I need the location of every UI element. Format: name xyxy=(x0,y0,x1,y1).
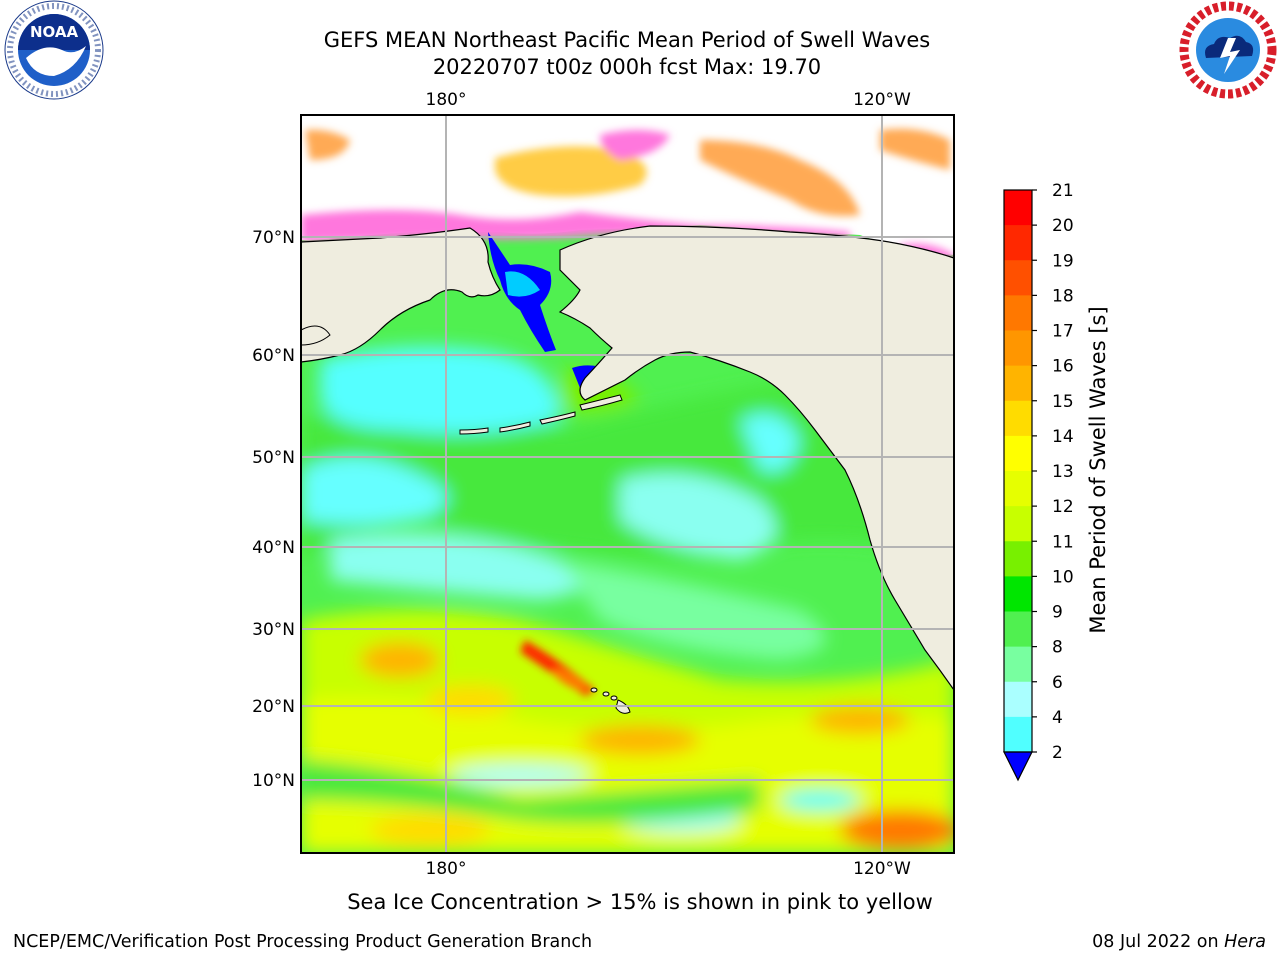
colorbar-tick-label: 11 xyxy=(1052,532,1074,552)
colorbar-tick-label: 8 xyxy=(1052,638,1063,658)
lon-label-bottom-120w: 120°W xyxy=(853,859,911,879)
colorbar-tick-label: 15 xyxy=(1052,392,1074,412)
map-frame xyxy=(300,114,955,854)
chart-subtitle: 20220707 t00z 000h fcst Max: 19.70 xyxy=(432,55,822,79)
noaa-logo: NOAA xyxy=(4,0,104,100)
noaa-wordmark: NOAA xyxy=(30,23,79,41)
chart-title: GEFS MEAN Northeast Pacific Mean Period … xyxy=(323,28,931,52)
colorbar-tick-label: 16 xyxy=(1052,357,1074,377)
sea-ice-note: Sea Ice Concentration > 15% is shown in … xyxy=(347,890,933,914)
footer-credit: NCEP/EMC/Verification Post Processing Pr… xyxy=(13,932,593,952)
colorbar-tick-label: 19 xyxy=(1052,251,1074,271)
map-field xyxy=(301,115,954,853)
colorbar-band xyxy=(1004,260,1032,296)
graticule xyxy=(301,115,954,853)
lat-label-40n: 40°N xyxy=(252,538,295,558)
colorbar-band xyxy=(1004,681,1032,718)
nws-logo xyxy=(1179,1,1277,99)
colorbar-tick-label: 18 xyxy=(1052,286,1074,306)
colorbar-band xyxy=(1004,330,1032,367)
lat-label-50n: 50°N xyxy=(252,448,295,468)
colorbar-tick-label: 17 xyxy=(1052,322,1074,342)
colorbar-band xyxy=(1004,471,1032,507)
lon-label-top-120w: 120°W xyxy=(853,90,911,110)
colorbar-band xyxy=(1004,225,1032,261)
colorbar-band xyxy=(1004,365,1032,402)
lat-label-70n: 70°N xyxy=(252,228,295,248)
footer-host: Hera xyxy=(1224,932,1266,952)
colorbar-extend-arrow xyxy=(1003,751,1033,782)
colorbar-band xyxy=(1004,646,1032,683)
colorbar-tick-label: 10 xyxy=(1052,567,1074,587)
colorbar-tick-label: 12 xyxy=(1052,497,1074,517)
colorbar-band xyxy=(1004,190,1032,226)
colorbar-band xyxy=(1004,435,1032,472)
footer-date-text: 08 Jul 2022 on xyxy=(1092,932,1219,952)
colorbar-band xyxy=(1004,541,1032,577)
colorbar-tick-label: 2 xyxy=(1052,743,1063,763)
land xyxy=(301,225,954,692)
colorbar-label: Mean Period of Swell Waves [s] xyxy=(1086,306,1110,633)
colorbar-tick-label: 4 xyxy=(1052,708,1063,728)
colorbar-band xyxy=(1004,506,1032,542)
colorbar-tick-label: 20 xyxy=(1052,216,1074,236)
lat-label-10n: 10°N xyxy=(252,771,295,791)
footer-date: 08 Jul 2022 on Hera xyxy=(1092,932,1266,952)
lat-label-30n: 30°N xyxy=(252,620,295,640)
lon-label-bottom-180: 180° xyxy=(426,859,467,879)
colorbar-band xyxy=(1004,295,1032,331)
colorbar-band xyxy=(1004,611,1032,648)
colorbar-tick-label: 13 xyxy=(1052,462,1074,482)
colorbar-tick-label: 6 xyxy=(1052,673,1063,693)
colorbar-tick-label: 9 xyxy=(1052,603,1063,623)
lat-label-60n: 60°N xyxy=(252,346,295,366)
colorbar-band xyxy=(1004,716,1032,753)
colorbar-tick-label: 21 xyxy=(1052,181,1074,201)
colorbar-band xyxy=(1004,400,1032,437)
lat-label-20n: 20°N xyxy=(252,697,295,717)
colorbar: 21 20 19 18 17 16 15 14 13 12 11 10 9 8 6 4 2 xyxy=(1003,181,1074,782)
lon-label-top-180: 180° xyxy=(426,90,467,110)
colorbar-tick-label: 14 xyxy=(1052,427,1074,447)
colorbar-band xyxy=(1004,576,1032,612)
